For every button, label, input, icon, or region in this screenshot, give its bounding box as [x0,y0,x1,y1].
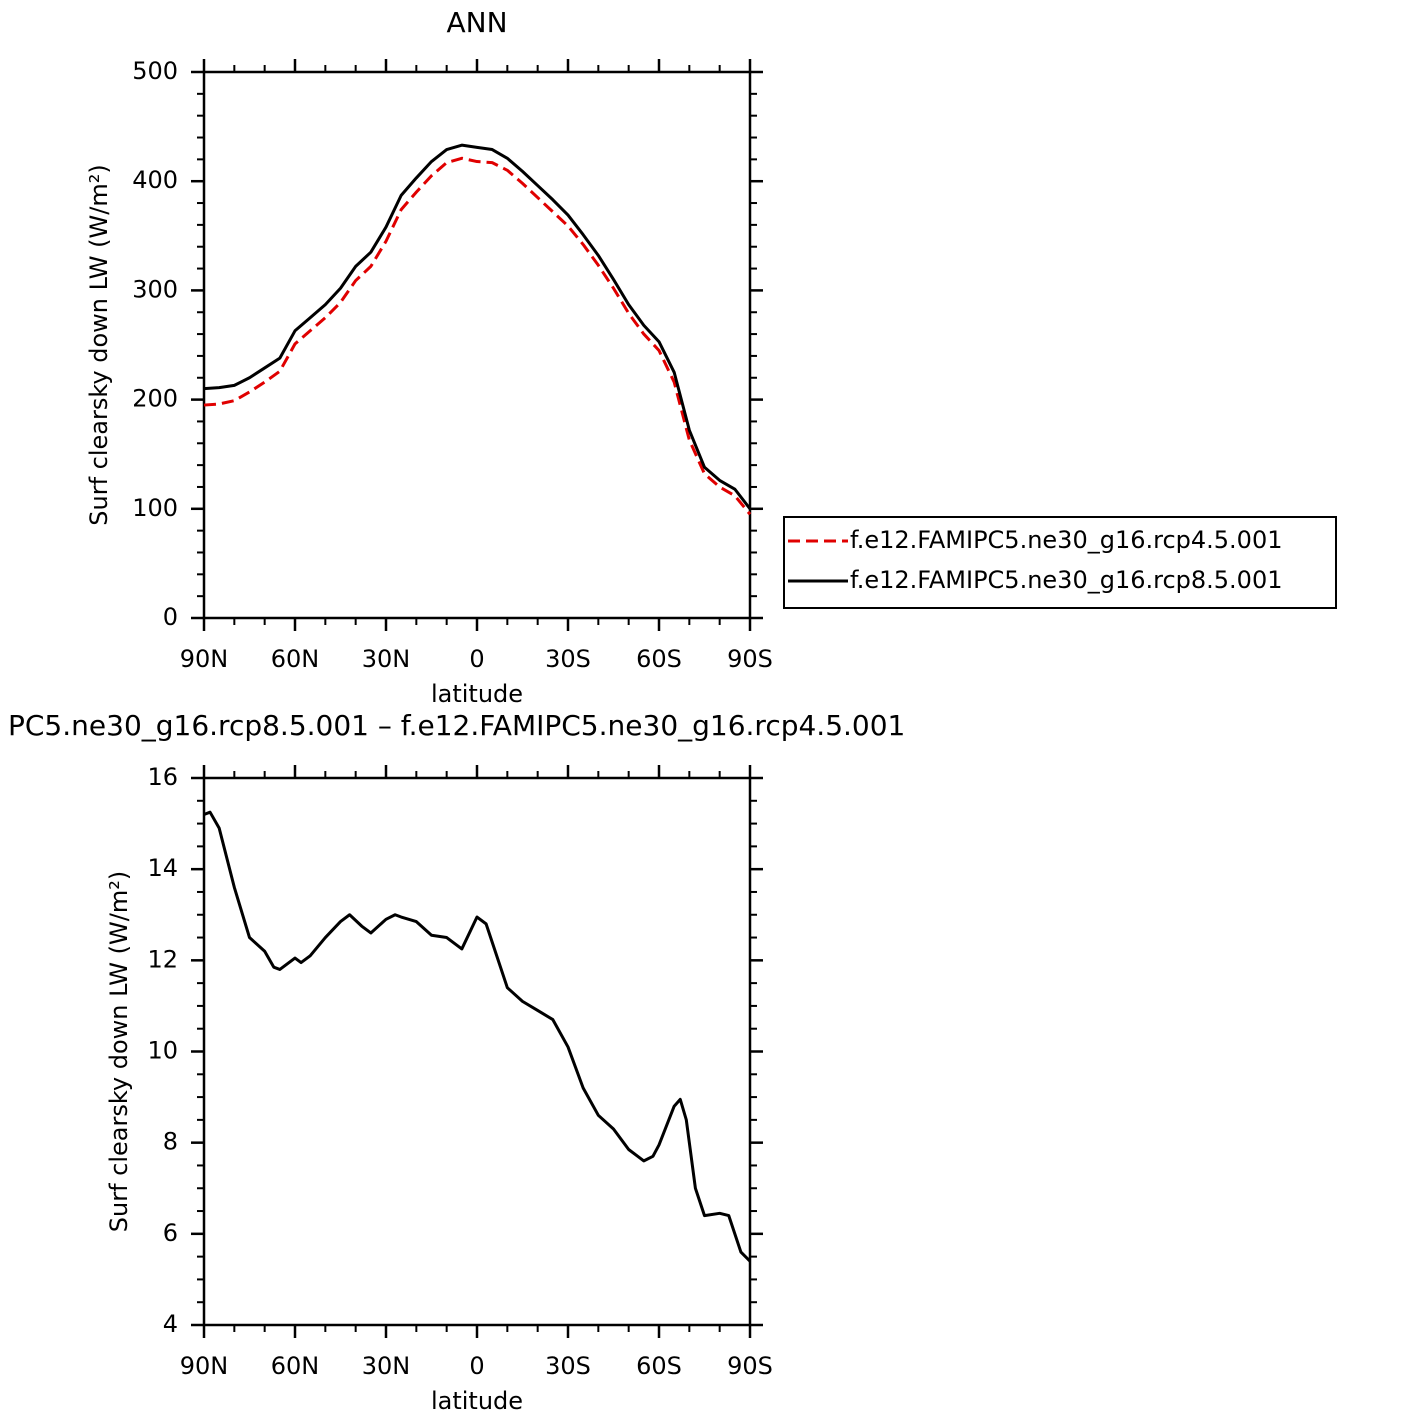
chart-title: ANN [446,6,507,39]
x-tick-label: 60S [636,645,682,673]
data-line [203,143,752,510]
y-tick-label: 200 [132,385,178,413]
x-tick-label: 0 [469,645,484,673]
chart-title: PC5.ne30_g16.rcp8.5.001 – f.e12.FAMIPC5.… [8,709,905,742]
x-tick-label: 0 [469,1352,484,1380]
y-tick-label: 0 [163,603,178,631]
y-axis-label: Surf clearsky down LW (W/m²) [105,871,133,1232]
y-tick-label: 10 [147,1037,178,1065]
x-tick-label: 30S [545,1352,591,1380]
legend-box [783,516,1337,609]
x-tick-label: 60S [636,1352,682,1380]
legend-label: f.e12.FAMIPC5.ne30_g16.rcp8.5.001 [850,566,1283,594]
x-tick-label: 60N [271,1352,320,1380]
x-tick-label: 90S [727,1352,773,1380]
plot-frame [202,776,752,1327]
x-tick-label: 90N [180,1352,229,1380]
y-tick-label: 8 [163,1128,178,1156]
legend-label: f.e12.FAMIPC5.ne30_g16.rcp4.5.001 [850,526,1283,554]
x-axis-label: latitude [431,1387,523,1415]
x-tick-label: 60N [271,645,320,673]
y-tick-label: 100 [132,494,178,522]
y-axis-label: Surf clearsky down LW (W/m²) [85,164,113,525]
x-tick-label: 30N [362,645,411,673]
data-line [203,810,752,1263]
y-tick-label: 500 [132,57,178,85]
y-tick-label: 400 [132,166,178,194]
x-tick-label: 30S [545,645,591,673]
data-line [203,156,752,516]
y-tick-label: 14 [147,854,178,882]
y-tick-label: 6 [163,1219,178,1247]
x-tick-label: 30N [362,1352,411,1380]
y-tick-label: 16 [147,763,178,791]
y-tick-label: 300 [132,275,178,303]
y-tick-label: 12 [147,945,178,973]
y-tick-label: 4 [163,1310,178,1338]
x-tick-label: 90S [727,645,773,673]
x-tick-label: 90N [180,645,229,673]
x-axis-label: latitude [431,680,523,708]
